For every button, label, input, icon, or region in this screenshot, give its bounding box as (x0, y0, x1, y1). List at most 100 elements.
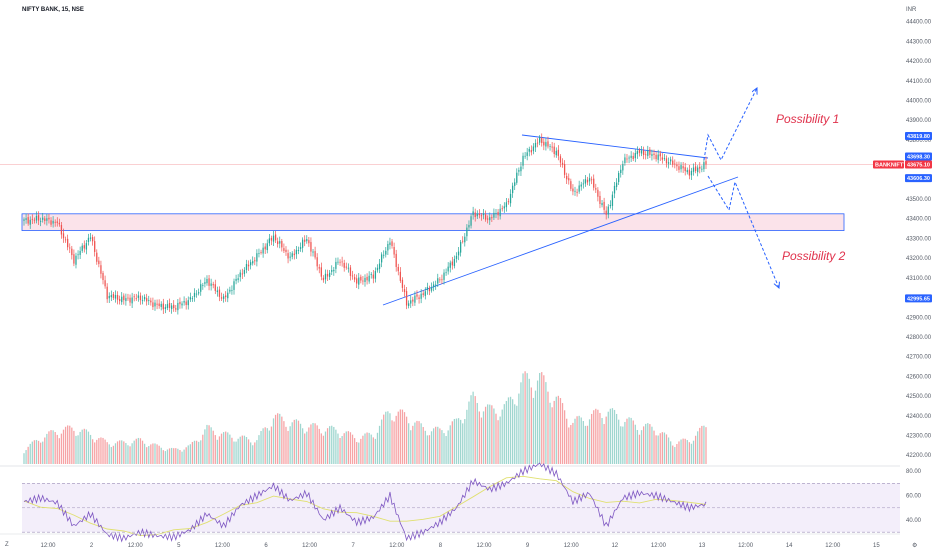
volume-bar (495, 413, 497, 464)
candle-body (299, 247, 302, 249)
candle-body (391, 241, 393, 246)
candle-body (424, 291, 426, 296)
candle-body (516, 172, 518, 183)
candle-body (480, 215, 483, 217)
volume-bar (110, 447, 112, 464)
candle-body (611, 194, 614, 206)
footer-left-glyph[interactable]: Z (5, 542, 9, 548)
candle-body (582, 183, 584, 185)
candle-body (399, 271, 401, 281)
candle-body (499, 208, 501, 217)
candle-body (705, 161, 707, 165)
candle-body (37, 215, 40, 221)
candle-body (58, 222, 60, 225)
candle-body (64, 239, 67, 241)
volume-bar (487, 404, 489, 464)
candle-body (435, 284, 437, 286)
candle-body (603, 201, 605, 210)
candle-body (574, 190, 576, 192)
volume-bar (520, 382, 522, 464)
volume-bar (645, 423, 647, 464)
volume-bar (653, 430, 655, 464)
volume-bar (202, 434, 204, 464)
candle-body (491, 217, 493, 219)
volume-bar (661, 432, 663, 464)
demand-zone (21, 213, 845, 231)
candle-body (204, 282, 206, 284)
candle-body (586, 179, 589, 183)
volume-bar (380, 419, 383, 464)
time-tick-label: 12:00 (389, 543, 405, 549)
volume-bar (158, 445, 160, 464)
volume-bar (252, 445, 254, 464)
candle-body (366, 276, 368, 281)
candle-body (570, 181, 572, 189)
candle-body (91, 237, 94, 242)
volume-bar (119, 440, 121, 464)
volume-bar (568, 427, 570, 464)
volume-bar (545, 382, 547, 464)
volume-bar (162, 450, 164, 464)
candle-body (245, 264, 248, 270)
candle-body (148, 300, 150, 301)
candle-body (518, 170, 520, 172)
volume-bar (56, 434, 58, 464)
candle-body (457, 251, 460, 256)
candle-body (191, 298, 194, 300)
volume-bar (179, 450, 181, 464)
time-tick-label: 12:00 (651, 543, 667, 549)
candle-body (539, 137, 541, 143)
volume-bar (674, 447, 676, 464)
candle-body (67, 238, 69, 248)
volume-bar (414, 422, 416, 464)
price-tick-label: 42400.00 (906, 414, 932, 420)
volume-bar (220, 433, 223, 464)
volume-bar (304, 433, 306, 464)
volume-bar (676, 444, 678, 464)
volume-bar (455, 418, 458, 464)
volume-bar (555, 396, 557, 464)
candle-body (607, 206, 609, 215)
volume-bar (247, 439, 250, 464)
volume-bar (306, 431, 308, 464)
volume-bar (480, 417, 483, 464)
settings-icon[interactable]: ⚙ (912, 542, 917, 549)
volume-bar (692, 440, 695, 464)
volume-bar (570, 425, 572, 464)
volume-bar (586, 425, 589, 464)
volume-bar (470, 395, 472, 464)
volume-bar (326, 428, 329, 464)
volume-bar (329, 426, 331, 464)
volume-bar (79, 431, 81, 464)
candle-body (48, 217, 50, 220)
annotation-possibility-2: Possibility 2 (782, 249, 846, 263)
candle-body (509, 193, 512, 204)
volume-bar (366, 432, 368, 464)
candle-body (314, 251, 316, 258)
volume-bar (308, 427, 310, 464)
volume-bar (401, 409, 404, 464)
candle-body (530, 150, 532, 153)
volume-bar (187, 445, 189, 464)
volume-bar (210, 427, 212, 464)
candle-body (29, 219, 31, 225)
candle-body (200, 284, 202, 292)
candle-body (443, 272, 445, 280)
candle-body (389, 242, 391, 245)
candle-body (324, 273, 327, 280)
volume-bar (173, 448, 175, 464)
time-tick-label: 12:00 (128, 543, 144, 549)
candle-body (534, 142, 537, 148)
volume-bar (378, 425, 381, 464)
volume-bar (131, 443, 133, 464)
volume-bar (597, 409, 599, 464)
volume-bar (29, 443, 31, 464)
possibility-2-path (707, 175, 779, 288)
candle-body (426, 287, 429, 291)
candle-body (283, 248, 285, 251)
candle-body (572, 188, 574, 192)
candle-body (416, 294, 418, 297)
candle-body (289, 256, 291, 258)
volume-bar (318, 428, 320, 464)
candle-body (60, 224, 63, 235)
